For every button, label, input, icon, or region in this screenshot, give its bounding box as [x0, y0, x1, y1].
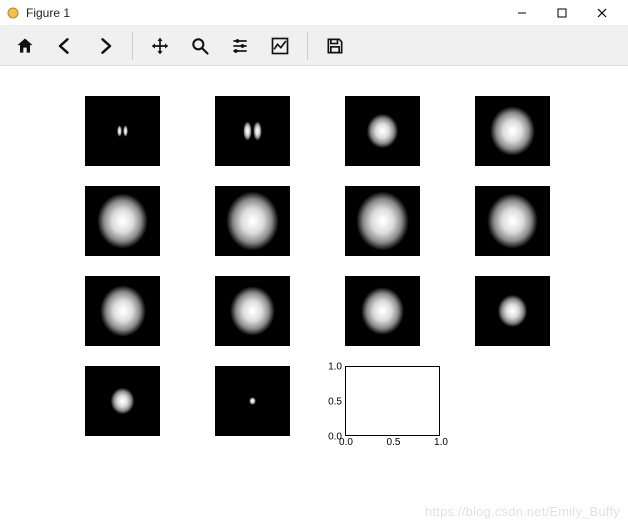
axes-image: 01000100 — [475, 276, 550, 346]
axes-image: 0100 — [215, 96, 290, 166]
minimize-button[interactable] — [502, 0, 542, 26]
window-title: Figure 1 — [26, 6, 70, 20]
subplot-1-2: 0100 — [345, 186, 420, 256]
close-button[interactable] — [582, 0, 622, 26]
axes-image: 0100 — [345, 276, 420, 346]
subplot-0-0: 0100 — [85, 96, 160, 166]
subplot-1-1: 0100 — [215, 186, 290, 256]
subplot-2-2: 0100 — [345, 276, 420, 346]
subplot-0-3: 0100 — [475, 96, 550, 166]
maximize-button[interactable] — [542, 0, 582, 26]
home-icon[interactable] — [6, 29, 44, 63]
pan-icon[interactable] — [141, 29, 179, 63]
axes-blank: 0.00.51.00.00.51.0 — [345, 366, 440, 436]
axes-image: 0100 — [345, 186, 420, 256]
toolbar-separator — [132, 32, 133, 60]
subplot-1-3: 0100 — [475, 186, 550, 256]
configure-subplots-icon[interactable] — [221, 29, 259, 63]
ytick-label: 1.0 — [328, 362, 346, 373]
subplot-2-3: 01000100 — [475, 276, 550, 346]
subplot-3-0: 01000100 — [85, 366, 160, 436]
ytick-label: 0.5 — [328, 397, 346, 408]
axes-image: 01000100 — [85, 366, 160, 436]
xtick-label: 0.5 — [387, 435, 401, 448]
axes-image: 0100 — [85, 186, 160, 256]
figure-canvas[interactable]: 0100010001000100010001000100010001000100… — [0, 66, 628, 525]
axes-image: 0100 — [475, 186, 550, 256]
axes-image: 0100 — [215, 186, 290, 256]
back-icon[interactable] — [46, 29, 84, 63]
axes-image: 0100 — [475, 96, 550, 166]
zoom-icon[interactable] — [181, 29, 219, 63]
axes-image: 0100 — [345, 96, 420, 166]
edit-axis-icon[interactable] — [261, 29, 299, 63]
axes-image: 0100 — [85, 276, 160, 346]
xtick-label: 1.0 — [434, 435, 448, 448]
xtick-label: 0.0 — [339, 435, 353, 448]
forward-icon[interactable] — [86, 29, 124, 63]
axes-image: 0100 — [215, 276, 290, 346]
toolbar — [0, 26, 628, 66]
save-icon[interactable] — [316, 29, 354, 63]
app-icon — [6, 6, 20, 20]
subplot-0-2: 0100 — [345, 96, 420, 166]
titlebar: Figure 1 — [0, 0, 628, 26]
toolbar-separator — [307, 32, 308, 60]
axes-image: 01000100 — [215, 366, 290, 436]
subplot-2-1: 0100 — [215, 276, 290, 346]
subplot-3-2: 0.00.51.00.00.51.0 — [345, 366, 420, 436]
subplot-3-1: 01000100 — [215, 366, 290, 436]
axes-image: 0100 — [85, 96, 160, 166]
watermark: https://blog.csdn.net/Emily_Buffy — [425, 504, 620, 519]
subplot-1-0: 0100 — [85, 186, 160, 256]
subplot-2-0: 0100 — [85, 276, 160, 346]
subplot-0-1: 0100 — [215, 96, 290, 166]
